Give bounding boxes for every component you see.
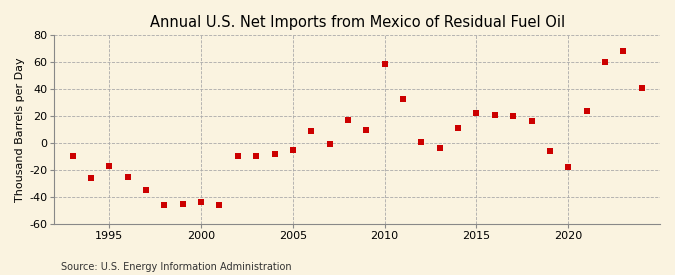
Point <box>232 154 243 159</box>
Point <box>471 111 482 116</box>
Point <box>545 149 556 153</box>
Point <box>361 127 372 132</box>
Point <box>379 61 390 66</box>
Point <box>526 119 537 124</box>
Point <box>288 148 298 152</box>
Point <box>618 49 628 54</box>
Point <box>269 152 280 156</box>
Point <box>342 118 353 122</box>
Point <box>398 97 408 101</box>
Point <box>178 201 188 206</box>
Point <box>159 203 170 207</box>
Point <box>581 109 592 113</box>
Point <box>416 139 427 144</box>
Point <box>104 164 115 168</box>
Point <box>434 146 445 151</box>
Point <box>599 60 610 64</box>
Point <box>196 200 207 205</box>
Point <box>68 154 78 159</box>
Point <box>324 142 335 147</box>
Point <box>508 114 518 118</box>
Point <box>122 175 133 179</box>
Point <box>453 126 464 130</box>
Point <box>140 188 151 192</box>
Point <box>306 129 317 133</box>
Point <box>637 86 647 90</box>
Title: Annual U.S. Net Imports from Mexico of Residual Fuel Oil: Annual U.S. Net Imports from Mexico of R… <box>150 15 565 30</box>
Text: Source: U.S. Energy Information Administration: Source: U.S. Energy Information Administ… <box>61 262 292 272</box>
Point <box>250 154 261 159</box>
Point <box>489 112 500 117</box>
Y-axis label: Thousand Barrels per Day: Thousand Barrels per Day <box>15 57 25 202</box>
Point <box>86 176 97 180</box>
Point <box>563 165 574 169</box>
Point <box>214 203 225 207</box>
